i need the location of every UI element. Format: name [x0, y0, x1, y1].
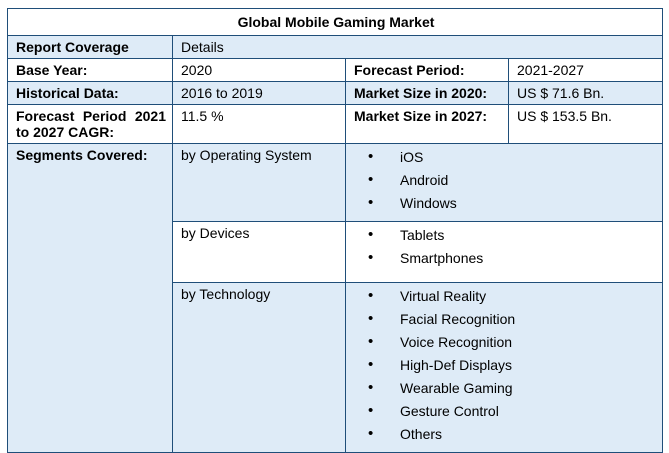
- table-row-historical-data: Historical Data: 2016 to 2019 Market Siz…: [7, 81, 663, 105]
- segment-items-technology: Virtual Reality Facial Recognition Voice…: [345, 282, 663, 453]
- bullet-list-operating-system: iOS Android Windows: [368, 148, 656, 212]
- market-size-2027-value: US $ 153.5 Bn.: [508, 104, 663, 144]
- list-item: Others: [368, 425, 656, 443]
- bullet-list-devices: Tablets Smartphones: [368, 226, 656, 267]
- cagr-value: 11.5 %: [172, 104, 346, 144]
- table-row-coverage: Report Coverage Details: [7, 35, 663, 59]
- list-item: Wearable Gaming: [368, 379, 656, 397]
- list-item: Virtual Reality: [368, 287, 656, 305]
- base-year-label: Base Year:: [7, 58, 173, 82]
- segment-items-operating-system: iOS Android Windows: [345, 143, 663, 222]
- forecast-period-label: Forecast Period:: [345, 58, 509, 82]
- segment-category-technology: by Technology: [172, 282, 346, 453]
- market-size-2027-label: Market Size in 2027:: [345, 104, 509, 144]
- bullet-list-technology: Virtual Reality Facial Recognition Voice…: [368, 287, 656, 443]
- list-item: Facial Recognition: [368, 310, 656, 328]
- list-item: Voice Recognition: [368, 333, 656, 351]
- table-row-segment-devices: by Devices Tablets Smartphones: [8, 221, 663, 283]
- market-size-2020-label: Market Size in 2020:: [345, 81, 509, 105]
- segment-items-devices: Tablets Smartphones: [345, 221, 663, 283]
- list-item: iOS: [368, 148, 656, 166]
- table-row-cagr: Forecast Period 2021 to 2027 CAGR: 11.5 …: [7, 104, 663, 144]
- list-item: Tablets: [368, 226, 656, 244]
- segments-covered-label: Segments Covered:: [7, 143, 173, 453]
- forecast-period-value: 2021-2027: [508, 58, 663, 82]
- table-row-segment-technology: by Technology Virtual Reality Facial Rec…: [8, 282, 663, 453]
- historical-data-label: Historical Data:: [7, 81, 173, 105]
- historical-data-value: 2016 to 2019: [172, 81, 346, 105]
- list-item: High-Def Displays: [368, 356, 656, 374]
- table-row-base-year: Base Year: 2020 Forecast Period: 2021-20…: [7, 58, 663, 82]
- market-report-summary-table: Global Mobile Gaming Market Report Cover…: [7, 8, 663, 453]
- list-item: Android: [368, 171, 656, 189]
- market-size-2020-value: US $ 71.6 Bn.: [508, 81, 663, 105]
- list-item: Smartphones: [368, 249, 656, 267]
- list-item: Windows: [368, 194, 656, 212]
- segment-category-devices: by Devices: [172, 221, 346, 283]
- list-item: Gesture Control: [368, 402, 656, 420]
- table-row-segment-os: Segments Covered: by Operating System iO…: [7, 143, 663, 453]
- coverage-value: Details: [172, 35, 663, 59]
- table-title: Global Mobile Gaming Market: [7, 8, 663, 36]
- base-year-value: 2020: [172, 58, 346, 82]
- table-row-title: Global Mobile Gaming Market: [7, 8, 663, 36]
- segment-category-operating-system: by Operating System: [172, 143, 346, 222]
- coverage-label: Report Coverage: [7, 35, 173, 59]
- cagr-label: Forecast Period 2021 to 2027 CAGR:: [7, 104, 173, 144]
